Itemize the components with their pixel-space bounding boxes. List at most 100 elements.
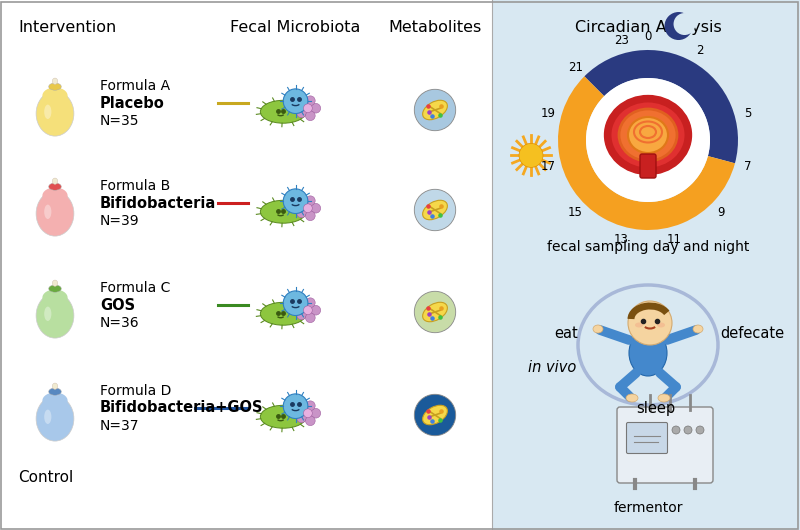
Ellipse shape [297, 413, 306, 423]
Ellipse shape [44, 205, 51, 219]
Ellipse shape [619, 109, 677, 161]
Text: Circadian Analysis: Circadian Analysis [574, 20, 722, 35]
Ellipse shape [52, 78, 58, 84]
Text: Placebo: Placebo [100, 95, 165, 110]
Ellipse shape [635, 322, 643, 328]
Ellipse shape [657, 322, 665, 328]
Text: 5: 5 [744, 107, 751, 120]
Text: Metabolites: Metabolites [388, 20, 482, 35]
Ellipse shape [52, 178, 58, 184]
Wedge shape [558, 76, 735, 230]
Circle shape [586, 78, 710, 202]
Text: Bifidobacteria+GOS: Bifidobacteria+GOS [100, 401, 263, 416]
Ellipse shape [608, 99, 688, 171]
Ellipse shape [414, 189, 456, 231]
Ellipse shape [297, 199, 306, 208]
Ellipse shape [260, 200, 306, 223]
FancyBboxPatch shape [49, 289, 62, 296]
Text: Formula D: Formula D [100, 384, 171, 398]
Ellipse shape [311, 103, 321, 113]
Ellipse shape [422, 302, 447, 322]
Ellipse shape [36, 396, 74, 441]
Ellipse shape [297, 404, 306, 413]
Ellipse shape [260, 100, 306, 123]
Ellipse shape [42, 289, 67, 306]
Ellipse shape [414, 292, 456, 333]
Ellipse shape [49, 183, 62, 190]
Ellipse shape [303, 306, 312, 315]
Ellipse shape [306, 298, 315, 307]
Ellipse shape [619, 109, 677, 161]
Ellipse shape [42, 188, 67, 204]
Text: N=36: N=36 [100, 316, 140, 330]
Ellipse shape [628, 117, 668, 153]
Ellipse shape [49, 285, 62, 292]
Text: defecate: defecate [720, 325, 784, 340]
Ellipse shape [306, 96, 315, 105]
Ellipse shape [422, 100, 447, 120]
Text: fecal sampling day and night: fecal sampling day and night [547, 240, 749, 254]
Ellipse shape [297, 208, 306, 218]
FancyBboxPatch shape [617, 407, 713, 483]
Ellipse shape [297, 310, 306, 320]
Text: Fecal Microbiota: Fecal Microbiota [230, 20, 360, 35]
Ellipse shape [311, 204, 321, 213]
Circle shape [672, 426, 680, 434]
Ellipse shape [283, 291, 308, 315]
Ellipse shape [311, 409, 321, 418]
Ellipse shape [42, 87, 67, 104]
Ellipse shape [52, 383, 58, 390]
Text: 15: 15 [568, 206, 582, 219]
Text: in vivo: in vivo [528, 359, 576, 375]
Text: Formula B: Formula B [100, 179, 170, 193]
Text: fermentor: fermentor [614, 501, 682, 515]
Text: GOS: GOS [100, 297, 135, 313]
Ellipse shape [303, 409, 312, 418]
Text: Formula C: Formula C [100, 281, 170, 295]
Text: N=37: N=37 [100, 419, 139, 433]
Ellipse shape [49, 83, 62, 90]
Circle shape [696, 426, 704, 434]
Ellipse shape [49, 388, 62, 395]
Ellipse shape [283, 189, 308, 214]
Ellipse shape [422, 405, 447, 425]
Text: eat: eat [554, 325, 578, 340]
Text: sleep: sleep [637, 402, 675, 417]
Circle shape [628, 301, 672, 345]
Text: Bifidobacteria: Bifidobacteria [100, 196, 216, 210]
Ellipse shape [306, 313, 315, 323]
Text: 21: 21 [568, 60, 582, 74]
Ellipse shape [36, 293, 74, 338]
Text: 0: 0 [644, 31, 652, 43]
Wedge shape [584, 50, 738, 163]
Ellipse shape [628, 117, 668, 153]
FancyBboxPatch shape [49, 187, 62, 194]
Ellipse shape [306, 401, 315, 411]
Text: Control: Control [18, 471, 74, 485]
Circle shape [674, 13, 695, 35]
Text: N=39: N=39 [100, 214, 140, 228]
FancyBboxPatch shape [49, 392, 62, 399]
Ellipse shape [414, 89, 456, 131]
Ellipse shape [414, 394, 456, 436]
Ellipse shape [44, 306, 51, 321]
Ellipse shape [297, 301, 306, 311]
Circle shape [519, 144, 543, 167]
Ellipse shape [42, 393, 67, 409]
Text: 13: 13 [614, 233, 629, 246]
Text: 19: 19 [541, 107, 556, 120]
Ellipse shape [593, 325, 603, 333]
Text: 9: 9 [717, 206, 725, 219]
Ellipse shape [52, 280, 58, 286]
Ellipse shape [44, 410, 51, 424]
Ellipse shape [306, 111, 315, 121]
Text: Formula A: Formula A [100, 79, 170, 93]
Text: 2: 2 [696, 45, 703, 57]
Ellipse shape [260, 405, 306, 428]
Ellipse shape [311, 305, 321, 315]
FancyBboxPatch shape [640, 154, 656, 178]
Ellipse shape [626, 394, 638, 402]
Ellipse shape [283, 394, 308, 419]
Circle shape [684, 426, 692, 434]
Ellipse shape [306, 416, 315, 426]
